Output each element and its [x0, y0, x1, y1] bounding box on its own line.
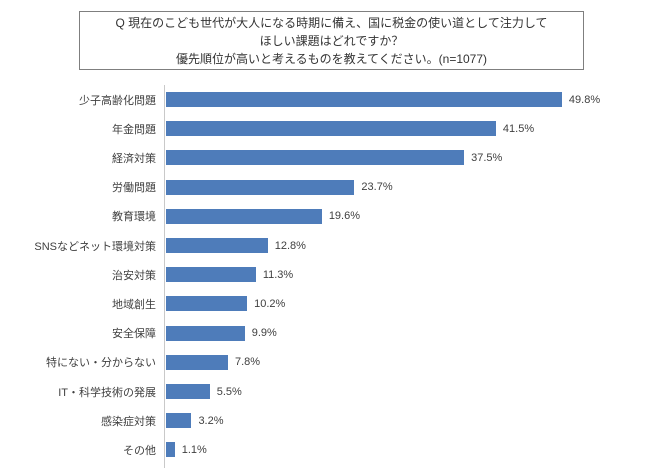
value-label: 19.6%: [328, 210, 361, 223]
bar: [166, 121, 496, 137]
value-label: 37.5%: [471, 151, 503, 164]
question-line-3: 優先順位が高いと考えるものを教えてください。(n=1077): [175, 51, 488, 66]
value-label: 11.3%: [262, 268, 294, 281]
chart-row: 安全保障 9.9%: [0, 319, 650, 348]
chart-row: 特にない・分からない 7.8%: [0, 348, 650, 377]
category-label: 少子高齢化問題: [79, 94, 156, 107]
category-label: 労働問題: [112, 182, 156, 195]
bar: [166, 92, 562, 107]
value-label: 1.1%: [181, 443, 207, 456]
chart-row: その他 1.1%: [0, 435, 650, 464]
bar-area: 37.5%: [166, 150, 503, 166]
chart-row: 労働問題 23.7%: [0, 173, 650, 202]
value-label: 10.2%: [254, 297, 286, 310]
category-label: 年金問題: [112, 123, 156, 136]
category-label: IT・科学技術の発展: [58, 386, 156, 399]
category-label: 教育環境: [112, 211, 156, 224]
category-label: 安全保障: [112, 328, 156, 341]
bar: [166, 179, 355, 195]
bar-area: 23.7%: [166, 179, 393, 195]
category-axis-line: [164, 85, 165, 468]
bar: [166, 238, 268, 253]
bar: [166, 384, 210, 399]
bar-area: 41.5%: [166, 121, 535, 137]
chart-row: 年金問題 41.5%: [0, 114, 650, 143]
category-label: 地域創生: [112, 298, 156, 311]
bar: [166, 413, 192, 429]
value-label: 7.8%: [235, 356, 261, 369]
bar: [166, 208, 322, 224]
question-line-1: Q 現在のこども世代が大人になる時期に備え、国に税金の使い道として注力して: [115, 15, 548, 30]
chart-row: 治安対策 11.3%: [0, 260, 650, 289]
question-line-2: ほしい課題はどれですか？: [259, 33, 404, 48]
category-label: 治安対策: [112, 269, 156, 282]
horizontal-bar-chart: 少子高齢化問題 49.8% 年金問題 41.5% 経済対策 37.5% 労働問題 23.7% 教…: [0, 85, 650, 468]
chart-row: IT・科学技術の発展 5.5%: [0, 377, 650, 406]
bar: [166, 296, 248, 312]
value-label: 49.8%: [568, 93, 601, 106]
value-label: 5.5%: [216, 385, 242, 398]
question-box: Q 現在のこども世代が大人になる時期に備え、国に税金の使い道として注力して ほし…: [79, 11, 584, 70]
value-label: 23.7%: [361, 181, 393, 194]
value-label: 3.2%: [198, 414, 224, 427]
chart-row: 地域創生 10.2%: [0, 289, 650, 318]
bar: [166, 267, 256, 283]
category-label: 感染症対策: [101, 415, 156, 428]
value-label: 41.5%: [502, 122, 535, 135]
bar: [166, 354, 228, 370]
category-label: その他: [123, 444, 156, 457]
bar: [166, 325, 245, 341]
chart-row: SNSなどネット環境対策 12.8%: [0, 231, 650, 260]
bar-area: 11.3%: [166, 267, 294, 283]
value-label: 9.9%: [251, 327, 277, 340]
bar: [166, 442, 175, 458]
bar-area: 10.2%: [166, 296, 286, 312]
category-label: 経済対策: [112, 152, 156, 165]
chart-row: 経済対策 37.5%: [0, 143, 650, 172]
bar-area: 3.2%: [166, 413, 224, 429]
bar-area: 1.1%: [166, 442, 207, 458]
category-label: SNSなどネット環境対策: [34, 240, 156, 253]
bar: [166, 150, 465, 166]
bar-area: 19.6%: [166, 208, 361, 224]
bar-area: 12.8%: [166, 238, 306, 253]
chart-row: 教育環境 19.6%: [0, 202, 650, 231]
category-label: 特にない・分からない: [46, 357, 156, 370]
value-label: 12.8%: [274, 239, 306, 252]
bar-area: 49.8%: [166, 92, 600, 107]
chart-row: 少子高齢化問題 49.8%: [0, 85, 650, 114]
bar-area: 7.8%: [166, 354, 261, 370]
bar-area: 5.5%: [166, 384, 242, 399]
chart-row: 感染症対策 3.2%: [0, 406, 650, 435]
bar-area: 9.9%: [166, 325, 277, 341]
